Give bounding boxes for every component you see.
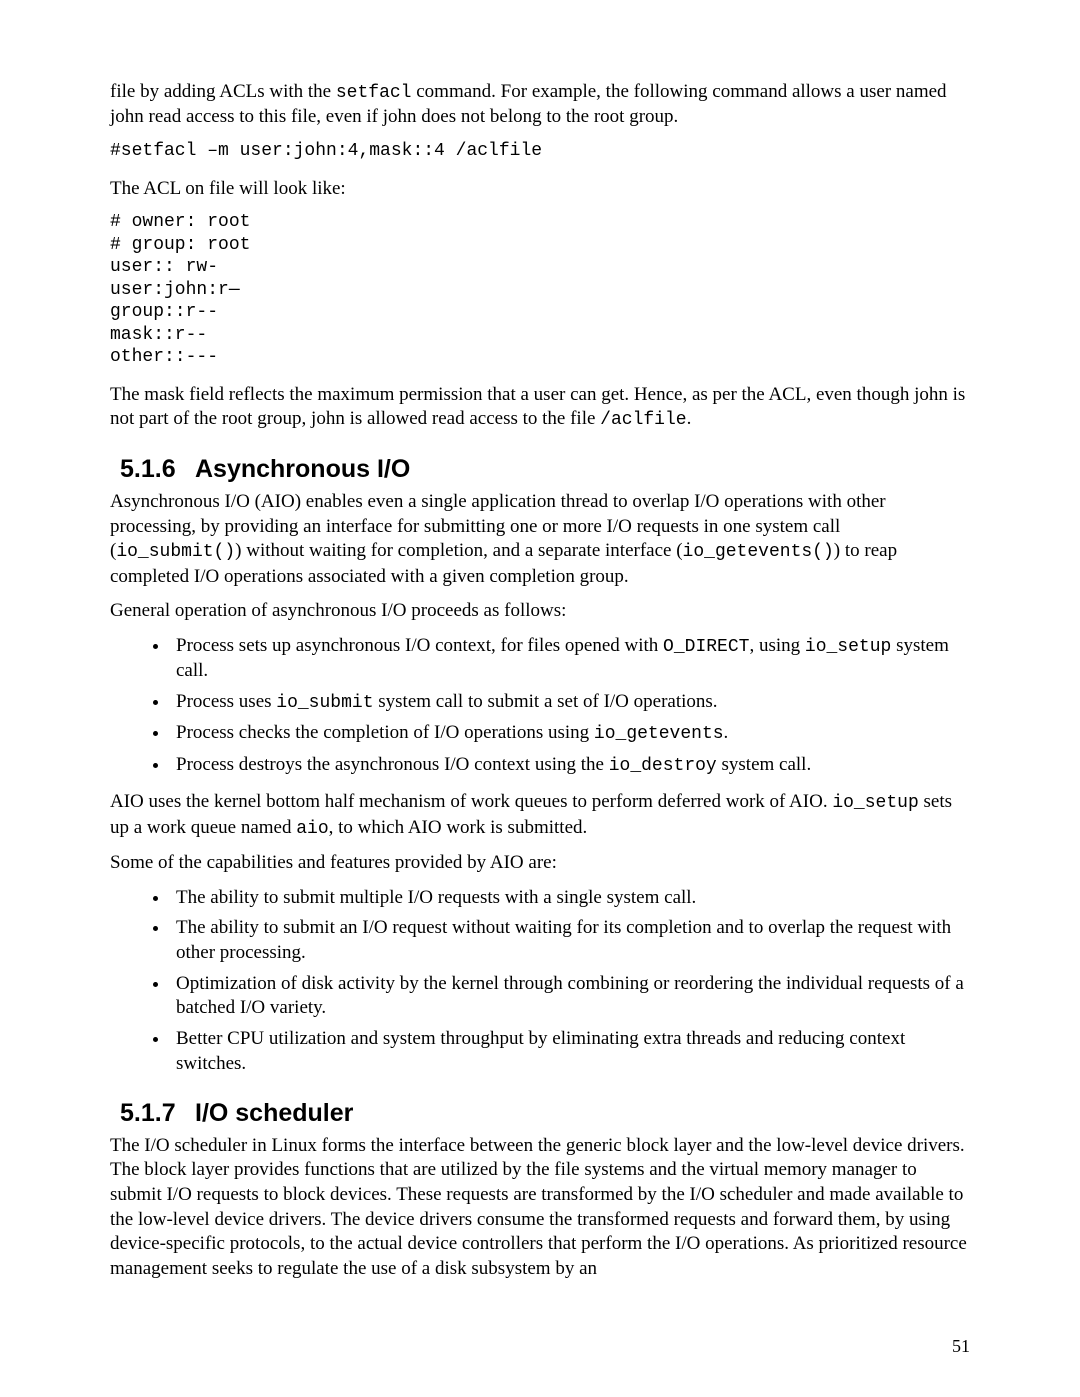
- text: .: [687, 408, 692, 429]
- list-item: Optimization of disk activity by the ker…: [170, 972, 970, 1021]
- text: Process uses: [176, 691, 276, 712]
- code-block-setfacl: #setfacl –m user:john:4,mask::4 /aclfile: [110, 140, 970, 163]
- inline-code: setfacl: [336, 83, 412, 103]
- text: system call to submit a set of I/O opera…: [374, 691, 718, 712]
- section-number: 5.1.6: [120, 455, 195, 484]
- text: ) without waiting for completion, and a …: [235, 540, 682, 561]
- inline-code: io_setup: [805, 637, 891, 657]
- list-item: The ability to submit an I/O request wit…: [170, 916, 970, 965]
- paragraph-aio-3: AIO uses the kernel bottom half mechanis…: [110, 790, 970, 841]
- inline-code: aio: [296, 819, 328, 839]
- paragraph-aio-4: Some of the capabilities and features pr…: [110, 851, 970, 876]
- paragraph-aio-2: General operation of asynchronous I/O pr…: [110, 599, 970, 624]
- paragraph-scheduler: The I/O scheduler in Linux forms the int…: [110, 1134, 970, 1282]
- paragraph-acl-intro: The ACL on file will look like:: [110, 177, 970, 202]
- inline-code: io_destroy: [609, 756, 717, 776]
- paragraph-intro-1: file by adding ACLs with the setfacl com…: [110, 80, 970, 130]
- inline-code: io_getevents(): [683, 542, 834, 562]
- text: file by adding ACLs with the: [110, 81, 336, 102]
- text: system call.: [717, 754, 811, 775]
- inline-code: /aclfile: [600, 410, 686, 430]
- list-item: Process uses io_submit system call to su…: [170, 690, 970, 715]
- inline-code: io_getevents: [594, 724, 724, 744]
- text: , to which AIO work is submitted.: [329, 817, 588, 838]
- heading-5-1-6: 5.1.6Asynchronous I/O: [120, 455, 970, 484]
- text: .: [724, 722, 729, 743]
- inline-code: io_submit: [276, 693, 373, 713]
- text: Process checks the completion of I/O ope…: [176, 722, 594, 743]
- page-number: 51: [952, 1336, 970, 1357]
- section-title: I/O scheduler: [195, 1099, 353, 1127]
- list-item: Better CPU utilization and system throug…: [170, 1027, 970, 1076]
- list-item: The ability to submit multiple I/O reque…: [170, 886, 970, 911]
- text: AIO uses the kernel bottom half mechanis…: [110, 791, 832, 812]
- list-item: Process sets up asynchronous I/O context…: [170, 634, 970, 684]
- text: Process destroys the asynchronous I/O co…: [176, 754, 609, 775]
- code-block-acl-output: # owner: root # group: root user:: rw- u…: [110, 211, 970, 369]
- list-aio-steps: Process sets up asynchronous I/O context…: [110, 634, 970, 778]
- list-aio-capabilities: The ability to submit multiple I/O reque…: [110, 886, 970, 1077]
- inline-code: io_submit(): [116, 542, 235, 562]
- text: Process sets up asynchronous I/O context…: [176, 635, 663, 656]
- list-item: Process checks the completion of I/O ope…: [170, 721, 970, 746]
- text: , using: [749, 635, 804, 656]
- text: The mask field reflects the maximum perm…: [110, 384, 965, 430]
- paragraph-mask: The mask field reflects the maximum perm…: [110, 383, 970, 433]
- paragraph-aio-1: Asynchronous I/O (AIO) enables even a si…: [110, 490, 970, 589]
- section-number: 5.1.7: [120, 1099, 195, 1128]
- section-title: Asynchronous I/O: [195, 455, 410, 483]
- inline-code: O_DIRECT: [663, 637, 749, 657]
- document-page: file by adding ACLs with the setfacl com…: [0, 0, 1080, 1397]
- heading-5-1-7: 5.1.7I/O scheduler: [120, 1099, 970, 1128]
- inline-code: io_setup: [832, 793, 918, 813]
- list-item: Process destroys the asynchronous I/O co…: [170, 753, 970, 778]
